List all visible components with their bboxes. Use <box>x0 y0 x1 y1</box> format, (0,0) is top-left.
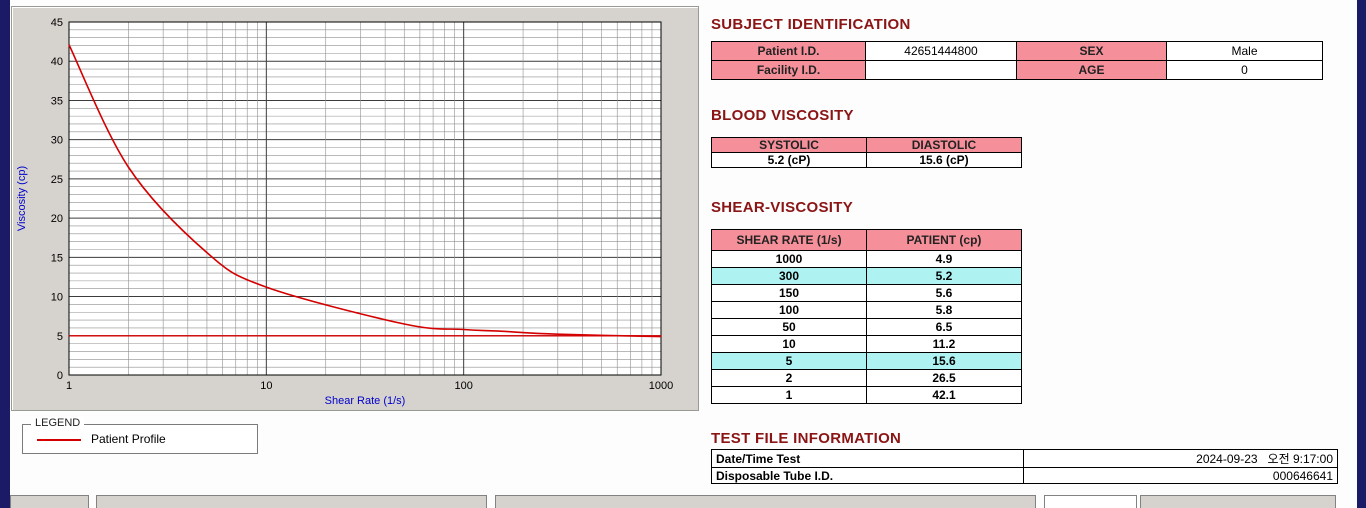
bottom-panel-fragment <box>1140 495 1336 508</box>
blood-viscosity-table: SYSTOLIC DIASTOLIC 5.2 (cP) 15.6 (cP) <box>711 137 1022 168</box>
shear-rate-cell: 50 <box>711 318 867 336</box>
sex-value: Male <box>1166 41 1323 61</box>
svg-text:25: 25 <box>51 174 63 186</box>
systolic-value: 5.2 (cP) <box>711 152 867 168</box>
shear-rate-cell: 10 <box>711 335 867 353</box>
svg-text:1: 1 <box>66 380 72 392</box>
disposable-tube-id-label: Disposable Tube I.D. <box>711 467 1024 484</box>
patient-cp-cell: 5.6 <box>866 284 1022 302</box>
shear-rate-cell: 100 <box>711 301 867 319</box>
patient-cp-cell: 4.9 <box>866 250 1022 268</box>
svg-text:10: 10 <box>51 292 63 304</box>
svg-text:15: 15 <box>51 252 63 264</box>
date-time-test-value: 2024-09-23 오전 9:17:00 <box>1023 449 1338 468</box>
svg-text:100: 100 <box>454 380 472 392</box>
table-row: SYSTOLIC DIASTOLIC <box>711 137 1022 153</box>
date-time-test-label: Date/Time Test <box>711 449 1024 468</box>
svg-text:1000: 1000 <box>649 380 673 392</box>
shear-rate-cell: 300 <box>711 267 867 285</box>
systolic-header: SYSTOLIC <box>711 137 867 153</box>
age-label: AGE <box>1016 60 1167 80</box>
legend-entry-label: Patient Profile <box>91 432 166 446</box>
shear-viscosity-table: SHEAR RATE (1/s) PATIENT (cp) 1000 4.9 3… <box>711 229 1022 404</box>
table-header-row: SHEAR RATE (1/s) PATIENT (cp) <box>711 229 1022 251</box>
svg-text:35: 35 <box>51 95 63 107</box>
patient-cp-cell: 15.6 <box>866 352 1022 370</box>
svg-text:40: 40 <box>51 56 63 68</box>
table-row-highlighted: 300 5.2 <box>711 267 1022 285</box>
bottom-panel-fragment <box>1044 495 1137 508</box>
bottom-panel-fragment <box>495 495 1036 508</box>
left-edge-bar <box>0 0 10 508</box>
svg-text:10: 10 <box>260 380 272 392</box>
test-file-information-table: Date/Time Test 2024-09-23 오전 9:17:00 Dis… <box>711 449 1338 484</box>
table-row: Patient I.D. 42651444800 SEX Male <box>711 41 1323 61</box>
table-row: 1 42.1 <box>711 386 1022 404</box>
patient-cp-cell: 11.2 <box>866 335 1022 353</box>
patient-cp-cell: 5.8 <box>866 301 1022 319</box>
table-row-highlighted: 5 15.6 <box>711 352 1022 370</box>
patient-id-label: Patient I.D. <box>711 41 866 61</box>
right-edge-bar <box>1357 0 1366 508</box>
svg-text:20: 20 <box>51 213 63 225</box>
svg-text:0: 0 <box>57 370 63 382</box>
test-file-information-heading: TEST FILE INFORMATION <box>711 430 902 447</box>
patient-id-value: 42651444800 <box>865 41 1017 61</box>
patient-cp-cell: 5.2 <box>866 267 1022 285</box>
shear-viscosity-chart: 0 5 10 15 20 25 30 35 40 45 1 10 100 1000 Shear Rate (… <box>16 17 673 407</box>
svg-text:Shear Rate (1/s): Shear Rate (1/s) <box>325 395 406 407</box>
table-row: 5.2 (cP) 15.6 (cP) <box>711 152 1022 168</box>
subject-identification-heading: SUBJECT IDENTIFICATION <box>711 16 911 33</box>
svg-text:Viscosity (cp): Viscosity (cp) <box>16 166 28 231</box>
table-row: Date/Time Test 2024-09-23 오전 9:17:00 <box>711 449 1338 468</box>
blood-viscosity-heading: BLOOD VISCOSITY <box>711 107 854 124</box>
svg-text:30: 30 <box>51 135 63 147</box>
table-row: Facility I.D. AGE 0 <box>711 60 1323 80</box>
shear-rate-column-header: SHEAR RATE (1/s) <box>711 229 867 251</box>
table-row: 10 11.2 <box>711 335 1022 353</box>
table-row: 150 5.6 <box>711 284 1022 302</box>
shear-viscosity-heading: SHEAR-VISCOSITY <box>711 199 854 216</box>
bottom-panel-fragment <box>96 495 487 508</box>
legend-title: LEGEND <box>31 417 85 429</box>
shear-rate-cell: 1 <box>711 386 867 404</box>
facility-id-label: Facility I.D. <box>711 60 866 80</box>
legend-line-swatch <box>37 439 81 441</box>
viscosity-chart-panel: 0 5 10 15 20 25 30 35 40 45 1 10 100 1000 Shear Rate (… <box>11 6 699 411</box>
diastolic-value: 15.6 (cP) <box>866 152 1022 168</box>
disposable-tube-id-value: 000646641 <box>1023 467 1338 484</box>
patient-cp-cell: 6.5 <box>866 318 1022 336</box>
table-row: 2 26.5 <box>711 369 1022 387</box>
bottom-panel-fragment <box>10 495 89 508</box>
table-row: Disposable Tube I.D. 000646641 <box>711 467 1338 484</box>
shear-rate-cell: 5 <box>711 352 867 370</box>
table-row: 50 6.5 <box>711 318 1022 336</box>
svg-text:45: 45 <box>51 17 63 29</box>
shear-rate-cell: 150 <box>711 284 867 302</box>
table-row: 1000 4.9 <box>711 250 1022 268</box>
chart-legend: LEGEND Patient Profile <box>22 417 258 454</box>
svg-text:5: 5 <box>57 331 63 343</box>
age-value: 0 <box>1166 60 1323 80</box>
diastolic-header: DIASTOLIC <box>866 137 1022 153</box>
subject-identification-table: Patient I.D. 42651444800 SEX Male Facili… <box>711 41 1323 80</box>
sex-label: SEX <box>1016 41 1167 61</box>
table-row: 100 5.8 <box>711 301 1022 319</box>
shear-rate-cell: 1000 <box>711 250 867 268</box>
patient-column-header: PATIENT (cp) <box>866 229 1022 251</box>
facility-id-value <box>865 60 1017 80</box>
patient-cp-cell: 26.5 <box>866 369 1022 387</box>
shear-rate-cell: 2 <box>711 369 867 387</box>
patient-cp-cell: 42.1 <box>866 386 1022 404</box>
